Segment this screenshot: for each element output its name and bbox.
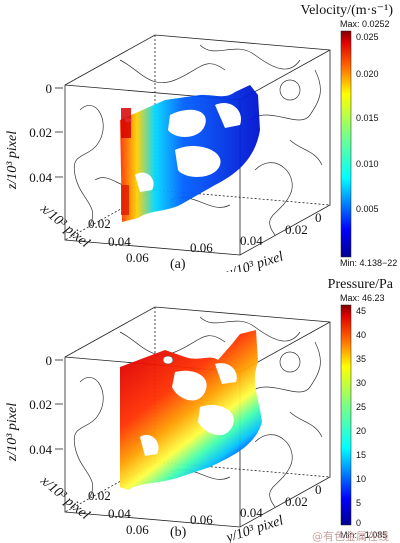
colorbar-tick-label: 0 bbox=[356, 518, 361, 528]
y-axis-ticks: 0.06 0.04 0.02 0 bbox=[190, 482, 322, 527]
colorbar-tick-label: 25 bbox=[356, 402, 366, 412]
z-tick-label: 0 bbox=[46, 353, 53, 368]
colorbar-max-label: Max: 46.23 bbox=[340, 293, 385, 303]
y-tick-label: 0 bbox=[315, 210, 322, 225]
pressure-colorbar: Pressure/Pa Max: 46.23 45 40 35 30 25 20… bbox=[328, 277, 394, 540]
z-axis-title: z/10³ pixel bbox=[5, 403, 20, 462]
watermark-text: @有色金属在线 bbox=[312, 529, 389, 543]
z-tick-label: 0.04 bbox=[29, 170, 52, 185]
colorbar-tick-label: 0.010 bbox=[356, 159, 379, 169]
panel-caption: (a) bbox=[170, 257, 186, 272]
y-tick-label: 0.04 bbox=[240, 505, 263, 520]
y-axis-title: y/10³ pixel bbox=[223, 249, 286, 272]
x-tick-label: 0.06 bbox=[126, 522, 149, 537]
figure-panel-a: 0 0.02 0.04 z/10³ pixel 0.02 0.04 0.06 x… bbox=[5, 3, 398, 272]
x-axis-ticks: 0.02 0.04 0.06 bbox=[88, 488, 149, 537]
z-tick-label: 0 bbox=[46, 81, 53, 96]
y-tick-label: 0.02 bbox=[285, 222, 308, 237]
z-axis-ticks: 0 0.02 0.04 bbox=[29, 81, 63, 185]
colorbar-gradient bbox=[340, 304, 352, 526]
colorbar-gradient bbox=[340, 30, 352, 258]
colorbar-tick-label: 20 bbox=[356, 426, 366, 436]
z-axis-ticks: 0 0.02 0.04 bbox=[29, 353, 63, 457]
x-tick-label: 0.04 bbox=[108, 506, 131, 521]
colorbar-tick-label: 30 bbox=[356, 378, 366, 388]
y-tick-label: 0.06 bbox=[190, 240, 213, 255]
y-tick-label: 0.06 bbox=[190, 512, 213, 527]
x-axis-ticks: 0.02 0.04 0.06 bbox=[88, 216, 149, 265]
x-tick-label: 0.02 bbox=[88, 488, 111, 503]
y-tick-label: 0.04 bbox=[240, 233, 263, 248]
panel-caption: (b) bbox=[170, 525, 187, 540]
y-tick-label: 0 bbox=[315, 482, 322, 497]
colorbar-tick-label: 45 bbox=[356, 306, 366, 316]
colorbar-tick-label: 0.015 bbox=[356, 113, 379, 123]
velocity-field-plot: 0 0.02 0.04 z/10³ pixel 0.02 0.04 0.06 x… bbox=[5, 3, 398, 272]
z-axis-title: z/10³ pixel bbox=[5, 131, 20, 190]
x-axis-title: x/10³ pixel bbox=[37, 473, 93, 523]
colorbar-tick-label: 0.020 bbox=[356, 69, 379, 79]
colorbar-tick-label: 10 bbox=[356, 474, 366, 484]
x-tick-label: 0.04 bbox=[108, 234, 131, 249]
pore-contours bbox=[73, 316, 323, 508]
figure-panel-b: 0 0.02 0.04 z/10³ pixel 0.02 0.04 0.06 x… bbox=[0, 272, 400, 543]
colorbar-tick-label: 0.025 bbox=[356, 32, 379, 42]
colorbar-max-label: Max: 0.0252 bbox=[340, 19, 390, 29]
colorbar-min-label: Min: −1.085 bbox=[340, 530, 387, 540]
colorbar-tick-label: 40 bbox=[356, 330, 366, 340]
velocity-slice bbox=[120, 85, 260, 222]
pressure-slice bbox=[120, 330, 262, 490]
colorbar-tick-label: 15 bbox=[356, 450, 366, 460]
pressure-field-plot: 0 0.02 0.04 z/10³ pixel 0.02 0.04 0.06 x… bbox=[5, 277, 394, 543]
colorbar-min-label: Min: 4.138−22 bbox=[340, 258, 397, 268]
velocity-colorbar: Velocity/(m·s⁻¹) Max: 0.0252 0.025 0.020… bbox=[301, 3, 398, 268]
colorbar-title: Pressure/Pa bbox=[328, 277, 394, 292]
x-axis-title: x/10³ pixel bbox=[37, 201, 93, 251]
z-tick-label: 0.02 bbox=[29, 125, 52, 140]
colorbar-tick-label: 5 bbox=[356, 498, 361, 508]
colorbar-tick-label: 0.005 bbox=[356, 204, 379, 214]
x-tick-label: 0.06 bbox=[126, 250, 149, 265]
colorbar-title: Velocity/(m·s⁻¹) bbox=[301, 3, 394, 18]
z-tick-label: 0.04 bbox=[29, 442, 52, 457]
colorbar-tick-label: 35 bbox=[356, 354, 366, 364]
z-tick-label: 0.02 bbox=[29, 397, 52, 412]
y-tick-label: 0.02 bbox=[285, 494, 308, 509]
x-tick-label: 0.02 bbox=[88, 216, 111, 231]
y-axis-ticks: 0.06 0.04 0.02 0 bbox=[190, 210, 322, 255]
